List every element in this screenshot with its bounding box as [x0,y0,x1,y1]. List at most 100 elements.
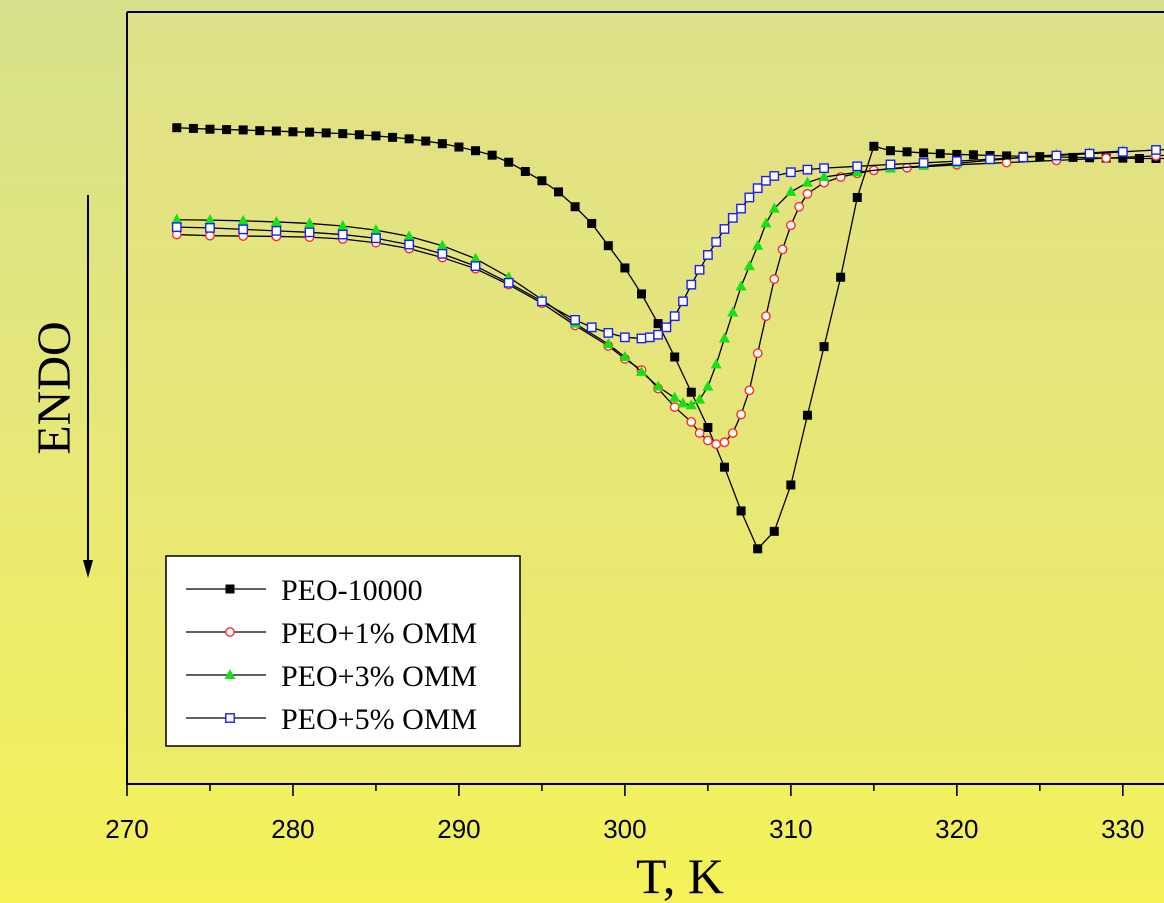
x-tick-label: 310 [769,814,812,844]
data-point [1118,153,1128,163]
data-point [504,157,514,167]
data-point [869,141,879,151]
data-point [703,422,713,432]
data-point [710,358,722,369]
data-point [636,333,647,344]
data-point [702,380,714,391]
series-line [176,150,1123,406]
data-point [727,306,739,317]
data-point [851,166,863,177]
data-point [702,250,713,260]
data-point [370,224,382,235]
data-point [305,127,315,137]
data-point [777,244,788,255]
data-point [685,399,697,410]
data-point [537,176,547,186]
data-point [761,311,771,322]
data-point [653,319,663,329]
x-tick-label: 300 [603,814,646,844]
endo-arrow [83,195,93,578]
data-point [587,218,597,228]
data-point [404,134,414,144]
data-point [669,311,680,322]
data-point [602,338,614,349]
data-point [1134,154,1144,164]
data-point [238,125,248,135]
data-point [686,279,697,290]
data-point [570,202,580,212]
data-point [471,146,481,156]
data-point [172,123,182,133]
data-point [678,296,688,307]
data-point [371,131,381,141]
data-point [470,252,482,263]
data-point [802,188,813,199]
legend-marker [224,669,236,679]
data-point [736,409,746,420]
data-point [727,212,738,223]
data-point [270,215,282,226]
data-point [819,342,829,352]
data-point [735,280,747,291]
data-point [752,183,763,194]
x-axis: 270 280 290 300 310 320 330 [105,784,1144,844]
data-point [338,129,348,139]
data-point [919,148,929,158]
data-point [686,417,697,427]
x-tick-label: 280 [271,814,314,844]
data-point [885,146,895,156]
data-point [321,128,331,138]
data-point [1002,151,1012,161]
data-point [819,163,829,174]
legend-box [165,555,521,747]
data-point [586,322,597,333]
data-point [952,149,962,159]
data-point [1117,146,1128,157]
data-point [702,435,713,446]
data-point [694,264,705,275]
data-point [1151,145,1161,155]
data-point [1018,152,1029,163]
data-point [304,227,315,238]
data-point [718,332,730,343]
data-point [985,154,995,165]
data-point [744,192,755,203]
data-point [743,260,755,271]
data-point [288,127,298,137]
data-point [404,239,415,250]
data-point [769,274,780,284]
data-point [487,150,497,160]
data-point [727,428,738,438]
data-point [694,393,706,404]
data-point [554,187,564,197]
data-point [802,410,812,420]
data-point [753,544,763,554]
data-point [570,314,581,325]
data-point [677,397,689,408]
x-tick-label: 290 [437,814,480,844]
data-point [421,136,431,146]
data-point [204,214,216,225]
data-point [304,217,316,228]
data-point [852,161,863,172]
data-point [1101,153,1112,164]
data-point [736,203,746,214]
data-point [1051,150,1062,161]
data-point [719,224,730,234]
data-point [436,239,448,250]
data-point [188,123,198,133]
data-point [744,385,755,396]
data-point [454,142,464,152]
data-point [761,175,771,186]
data-point [669,391,681,402]
data-point [371,233,381,244]
data-point [437,248,448,259]
x-tick-label: 270 [105,814,148,844]
data-point [794,201,805,212]
x-tick-label: 330 [1101,814,1144,844]
series-4 [171,145,1164,344]
legend-marker [225,627,235,637]
data-point [205,222,215,233]
data-point [951,156,962,167]
data-point [337,220,349,231]
